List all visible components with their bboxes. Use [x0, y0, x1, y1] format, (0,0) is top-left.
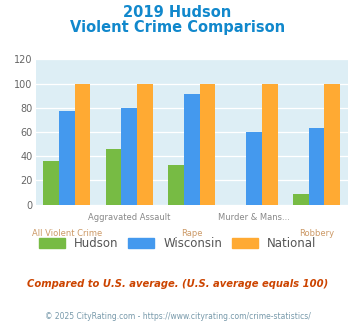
- Legend: Hudson, Wisconsin, National: Hudson, Wisconsin, National: [39, 237, 316, 250]
- Text: 2019 Hudson: 2019 Hudson: [124, 5, 231, 20]
- Text: © 2025 CityRating.com - https://www.cityrating.com/crime-statistics/: © 2025 CityRating.com - https://www.city…: [45, 312, 310, 321]
- Bar: [324, 83, 340, 205]
- Text: Robbery: Robbery: [299, 229, 334, 238]
- Bar: [262, 83, 278, 205]
- Text: Murder & Mans...: Murder & Mans...: [218, 213, 290, 222]
- Text: Aggravated Assault: Aggravated Assault: [88, 213, 170, 222]
- Bar: [121, 108, 137, 205]
- Bar: [59, 112, 75, 205]
- Text: All Violent Crime: All Violent Crime: [32, 229, 102, 238]
- Bar: [246, 132, 262, 205]
- Bar: [184, 94, 200, 205]
- Bar: [43, 161, 59, 205]
- Bar: [137, 83, 153, 205]
- Bar: [75, 83, 90, 205]
- Text: Rape: Rape: [181, 229, 202, 238]
- Bar: [293, 194, 309, 205]
- Bar: [168, 165, 184, 205]
- Text: Violent Crime Comparison: Violent Crime Comparison: [70, 20, 285, 35]
- Text: Compared to U.S. average. (U.S. average equals 100): Compared to U.S. average. (U.S. average …: [27, 279, 328, 289]
- Bar: [106, 149, 121, 205]
- Bar: [200, 83, 215, 205]
- Bar: [309, 128, 324, 205]
